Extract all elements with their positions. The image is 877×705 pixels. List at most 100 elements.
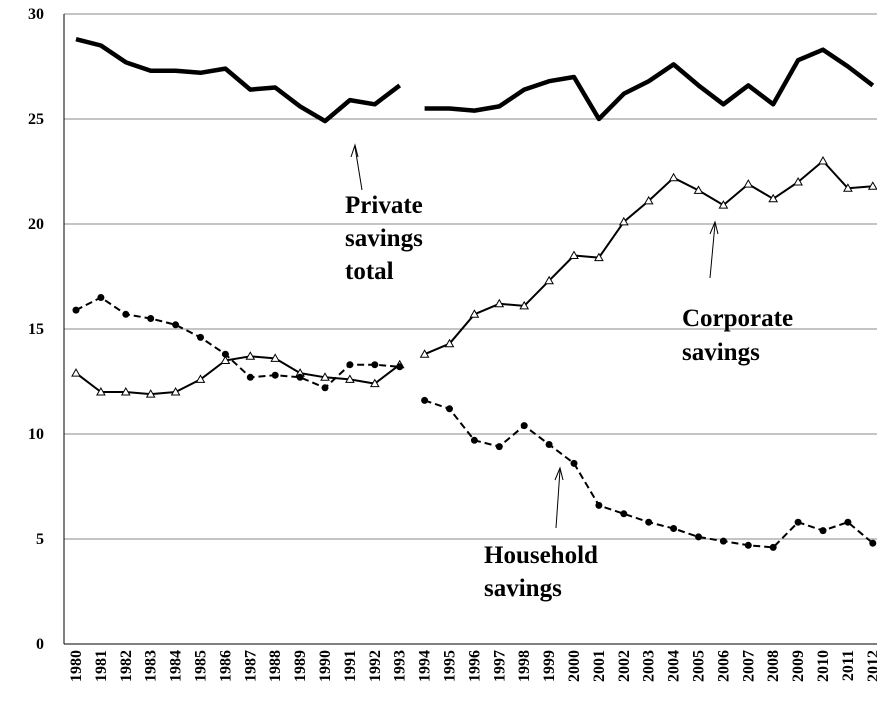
marker [494,298,505,308]
x-tick-label: 1983 [143,650,160,682]
annotation: savings [682,339,760,366]
x-tick-label: 1997 [491,650,508,682]
marker [147,315,155,322]
x-tick-label: 1980 [68,650,85,682]
marker [645,518,653,526]
annotation: savings [345,225,423,252]
x-tick-label: 2011 [840,650,857,681]
arrow-head [350,143,359,158]
x-tick-label: 1998 [516,650,533,682]
x-tick-label: 2001 [591,650,608,682]
arrow-head [554,466,564,481]
marker [271,371,279,379]
x-tick-label: 2012 [865,650,877,682]
marker [495,443,503,451]
x-tick-label: 2005 [691,650,708,682]
y-tick-label: 5 [36,531,44,548]
marker [693,185,704,194]
y-tick-label: 25 [28,111,44,128]
marker [719,537,727,545]
x-tick-label: 1989 [292,650,309,682]
marker [369,378,380,388]
y-tick-label: 30 [28,6,44,23]
marker [195,374,206,383]
marker [794,518,802,526]
x-tick-label: 1986 [217,650,234,682]
marker [869,539,877,547]
marker [246,373,254,381]
marker [220,355,231,364]
marker [844,518,852,526]
marker [120,386,131,396]
y-tick-label: 15 [28,321,44,338]
marker [320,372,330,381]
marker [122,310,130,318]
marker [371,361,379,369]
annotation: Private [345,192,423,219]
x-tick-label: 1988 [267,650,284,682]
y-tick-label: 0 [36,636,44,653]
marker [446,405,453,413]
marker [545,441,553,448]
x-tick-label: 1987 [242,650,259,682]
annotation: total [345,258,394,285]
labels: 0 5 10 15 20 25 30 1980 1981 1982 1983 1984 1985 1986… [28,6,877,682]
marker [444,338,455,348]
annotation: savings [484,575,562,602]
marker [270,353,281,362]
marker [519,300,530,310]
marker [419,349,430,358]
marker [595,501,603,509]
marker [620,510,628,518]
x-tick-label: 1985 [193,650,210,682]
marker [819,527,827,535]
annotation: Household [484,542,598,569]
marker [97,294,105,301]
arrow [354,146,363,191]
marker [172,321,180,329]
marker [569,250,579,259]
marker [321,384,329,392]
arrow [555,469,561,529]
marker [469,309,480,318]
marker [421,396,429,404]
x-tick-label: 1990 [317,650,334,682]
marker [769,543,777,551]
series-line [424,47,875,122]
marker [743,179,754,188]
marker [744,541,752,549]
series-line [75,37,402,124]
series-line [424,160,873,356]
x-tick-label: 1996 [466,650,483,682]
x-tick-label: 2002 [616,650,633,682]
marker [544,275,554,285]
x-tick-label: 1995 [442,650,459,682]
x-tick-label: 1994 [417,650,434,682]
marker [668,172,679,182]
x-tick-label: 1993 [392,650,409,682]
marker [470,436,478,444]
x-tick-label: 2010 [815,650,832,682]
marker [96,386,106,396]
marker [867,181,877,190]
marker [768,193,779,203]
marker [345,374,355,383]
marker [346,361,354,369]
x-tick-label: 2003 [641,650,658,682]
marker [245,351,256,360]
marker [718,200,729,209]
x-tick-label: 1991 [342,650,359,682]
x-tick-label: 1999 [541,650,558,682]
marker [570,459,578,467]
marker [818,155,828,165]
marker [843,183,853,192]
x-tick-label: 2008 [765,650,782,682]
x-tick-label: 1984 [168,650,185,682]
arrow-head [709,220,719,235]
y-tick-label: 10 [28,426,44,443]
marker [520,422,528,430]
x-tick-label: 2000 [566,650,583,682]
marker [670,525,678,532]
x-tick-label: 2007 [740,650,757,682]
